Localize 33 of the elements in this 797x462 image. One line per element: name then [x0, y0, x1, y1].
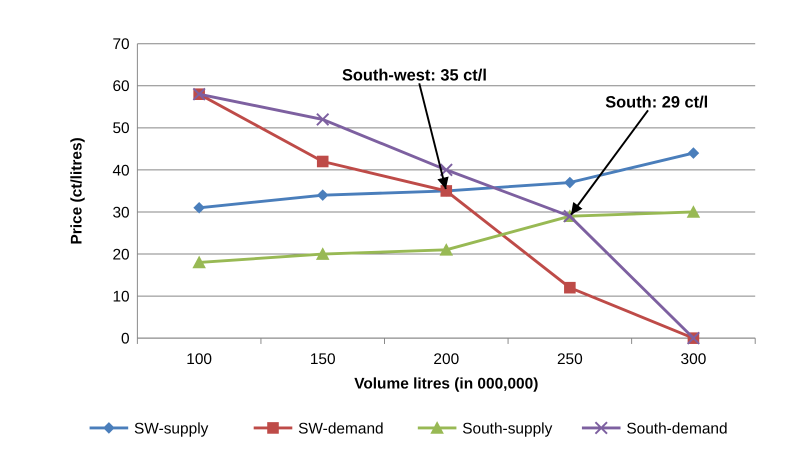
- point: [192, 256, 206, 268]
- point: [686, 205, 700, 218]
- y-tick-label: 40: [112, 162, 130, 180]
- y-axis-title: Price (ct/litres): [68, 137, 86, 245]
- point: [564, 282, 576, 294]
- y-tick-label: 10: [112, 288, 130, 306]
- x-tick-label: 200: [433, 351, 460, 368]
- x-axis-title: Volume litres (in 000,000): [354, 375, 538, 392]
- point: [316, 189, 329, 201]
- point: [316, 156, 329, 168]
- point: [440, 163, 454, 177]
- y-tick-label: 60: [112, 78, 130, 96]
- x-tick-label: 250: [556, 351, 583, 368]
- point: [316, 112, 330, 126]
- annotation: South-west: 35 ct/l: [342, 66, 487, 84]
- legend-label: SW-supply: [134, 420, 209, 438]
- y-tick-label: 50: [112, 120, 130, 138]
- point: [316, 247, 330, 260]
- point: [688, 147, 700, 159]
- legend-label: South-supply: [462, 420, 553, 438]
- legend-label: SW-demand: [298, 420, 384, 438]
- x-tick-label: 100: [186, 351, 212, 368]
- point: [564, 176, 576, 188]
- legend-label: South-demand: [626, 420, 728, 438]
- y-tick-label: 30: [112, 204, 130, 222]
- y-tick-label: 0: [121, 330, 130, 348]
- y-tick-label: 20: [112, 246, 130, 264]
- y-tick-label: 70: [112, 36, 130, 54]
- annotation: South: 29 ct/l: [605, 93, 708, 112]
- x-tick-label: 150: [310, 351, 336, 368]
- point: [440, 243, 454, 256]
- point: [193, 202, 205, 214]
- x-tick-label: 300: [680, 351, 706, 368]
